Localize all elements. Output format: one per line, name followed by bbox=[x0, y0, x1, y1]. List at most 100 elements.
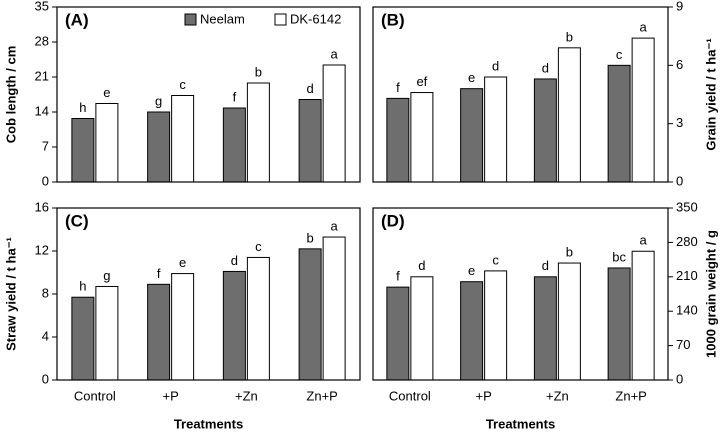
x-tick-label: Control bbox=[74, 388, 116, 403]
significance-letter: d bbox=[542, 258, 549, 273]
bar bbox=[298, 99, 322, 183]
significance-letter: e bbox=[468, 263, 475, 278]
y-tick-label: 350 bbox=[676, 199, 698, 214]
x-tick-label: Zn+P bbox=[615, 388, 646, 403]
bar bbox=[607, 64, 631, 183]
plot-frame bbox=[372, 207, 669, 381]
y-tick-label: 210 bbox=[676, 268, 698, 283]
significance-letter: e bbox=[103, 85, 110, 100]
bar bbox=[386, 286, 410, 381]
x-tick-label: Zn+P bbox=[306, 388, 337, 403]
bar bbox=[246, 82, 270, 183]
x-tick-label: Control bbox=[389, 388, 431, 403]
y-tick-label: 35 bbox=[35, 0, 49, 13]
significance-letter: f bbox=[396, 80, 400, 95]
x-axis-label: Treatments bbox=[174, 416, 243, 431]
bar bbox=[631, 250, 655, 381]
significance-letter: e bbox=[468, 70, 475, 85]
significance-letter: b bbox=[255, 64, 262, 79]
y-tick-label: 280 bbox=[676, 234, 698, 249]
significance-letter: b bbox=[566, 29, 573, 44]
significance-letter: d bbox=[492, 58, 499, 73]
significance-letter: f bbox=[233, 89, 237, 104]
significance-letter: c bbox=[616, 47, 623, 62]
bar bbox=[222, 270, 246, 381]
significance-letter: c bbox=[179, 77, 186, 92]
y-axis-label: Cob length / cm bbox=[3, 46, 18, 144]
legend-label: DK-6142 bbox=[290, 11, 341, 26]
panel-label: (A) bbox=[65, 10, 89, 29]
y-tick-label: 0 bbox=[676, 371, 683, 386]
significance-letter: a bbox=[640, 20, 648, 35]
bar bbox=[631, 37, 655, 183]
bar bbox=[533, 78, 557, 183]
bar bbox=[147, 283, 171, 381]
y-tick-label: 0 bbox=[42, 173, 49, 188]
bar bbox=[386, 97, 410, 183]
bar bbox=[410, 276, 434, 381]
bar bbox=[222, 107, 246, 183]
bar bbox=[607, 267, 631, 381]
bar bbox=[557, 47, 581, 183]
bar bbox=[322, 236, 346, 381]
x-tick-label: +P bbox=[162, 388, 178, 403]
y-tick-label: 16 bbox=[35, 199, 49, 214]
bar bbox=[95, 285, 119, 381]
bar bbox=[246, 256, 270, 381]
significance-letter: b bbox=[566, 244, 573, 259]
significance-letter: bc bbox=[612, 249, 626, 264]
panel-label: (C) bbox=[65, 211, 89, 230]
significance-letter: ef bbox=[416, 74, 427, 89]
significance-letter: c bbox=[255, 239, 262, 254]
x-tick-label: +P bbox=[475, 388, 491, 403]
significance-letter: d bbox=[418, 258, 425, 273]
bar bbox=[322, 64, 346, 183]
bar bbox=[95, 103, 119, 183]
bar bbox=[533, 276, 557, 381]
y-tick-label: 6 bbox=[676, 57, 683, 72]
y-tick-label: 14 bbox=[35, 103, 49, 118]
significance-letter: a bbox=[331, 46, 339, 61]
bar bbox=[484, 76, 508, 183]
significance-letter: a bbox=[640, 233, 648, 248]
significance-letter: h bbox=[79, 279, 86, 294]
panel-label: (B) bbox=[381, 10, 405, 29]
x-tick-label: +Zn bbox=[546, 388, 569, 403]
plot-frame bbox=[372, 6, 669, 183]
significance-letter: f bbox=[396, 269, 400, 284]
y-axis-label: Grain yield / t ha⁻¹ bbox=[703, 38, 718, 150]
y-axis-label: Straw yield / t ha⁻¹ bbox=[3, 237, 18, 351]
significance-letter: d bbox=[231, 253, 238, 268]
bar bbox=[460, 88, 484, 183]
significance-letter: h bbox=[79, 100, 86, 115]
significance-letter: f bbox=[157, 266, 161, 281]
bar bbox=[557, 262, 581, 381]
bar bbox=[71, 118, 95, 183]
y-tick-label: 8 bbox=[42, 285, 49, 300]
y-tick-label: 0 bbox=[676, 173, 683, 188]
significance-letter: b bbox=[307, 230, 314, 245]
y-tick-label: 12 bbox=[35, 242, 49, 257]
significance-letter: a bbox=[331, 218, 339, 233]
y-tick-label: 9 bbox=[676, 0, 683, 13]
plot-frame bbox=[56, 207, 361, 381]
y-tick-label: 4 bbox=[42, 328, 49, 343]
significance-letter: g bbox=[155, 93, 162, 108]
y-tick-label: 7 bbox=[42, 138, 49, 153]
panel-label: (D) bbox=[381, 211, 405, 230]
y-tick-label: 28 bbox=[35, 33, 49, 48]
y-axis-label: 1000 grain weight / g bbox=[703, 230, 718, 358]
x-axis-label: Treatments bbox=[486, 416, 555, 431]
legend-label: Neelam bbox=[200, 11, 245, 26]
bar bbox=[71, 296, 95, 381]
significance-letter: c bbox=[492, 252, 499, 267]
significance-letter: g bbox=[103, 268, 110, 283]
y-tick-label: 0 bbox=[42, 371, 49, 386]
legend-swatch bbox=[184, 13, 197, 26]
y-tick-label: 3 bbox=[676, 115, 683, 130]
significance-letter: d bbox=[542, 60, 549, 75]
bar bbox=[171, 273, 195, 381]
y-tick-label: 21 bbox=[35, 68, 49, 83]
bar bbox=[484, 270, 508, 381]
